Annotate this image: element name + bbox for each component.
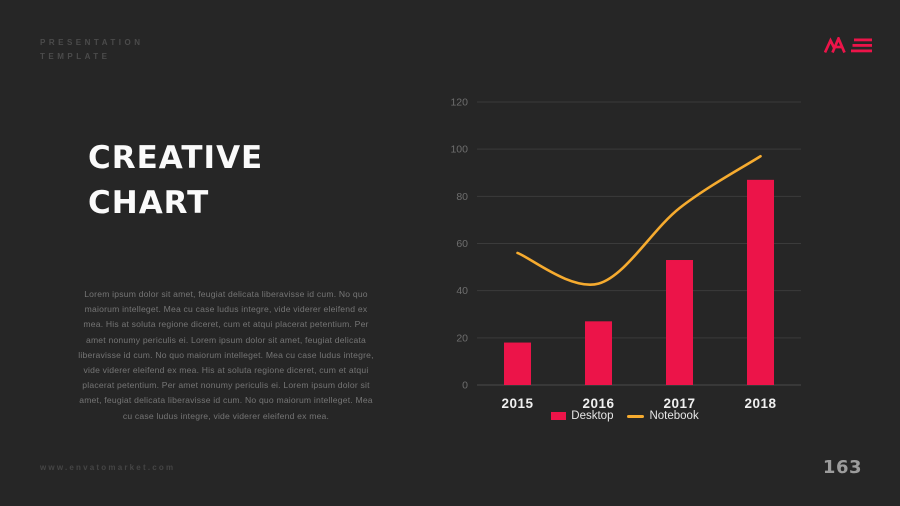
y-tick-label: 80 (456, 191, 468, 203)
x-label-2015: 2015 (501, 396, 533, 411)
legend-swatch-notebook (627, 414, 645, 418)
title-line-2: CHART (88, 185, 210, 221)
chart-legend: Desktop Notebook (435, 410, 815, 422)
me-logo-icon (824, 37, 872, 54)
body-text: Lorem ipsum dolor sit amet, feugiat deli… (78, 289, 374, 421)
bar-2017 (666, 260, 693, 385)
legend-label: Desktop (571, 410, 614, 422)
legend-swatch-desktop (551, 412, 567, 420)
y-tick-label: 120 (450, 97, 468, 109)
eyebrow-line-2: TEMPLATE (40, 52, 111, 61)
eyebrow-text: PRESENTATION TEMPLATE (40, 36, 143, 64)
y-tick-label: 60 (456, 238, 468, 250)
title-line-1: CREATIVE (88, 140, 264, 176)
bar-2018 (747, 179, 774, 385)
bar-2016 (585, 321, 612, 385)
combo-chart: 0 20 40 60 80 100 120 2015 2016 2017 2018 Desktop N… (435, 80, 815, 430)
x-label-2018: 2018 (744, 396, 776, 411)
y-tick-label: 20 (456, 332, 468, 344)
x-label-2016: 2016 (582, 396, 614, 411)
eyebrow-line-1: PRESENTATION (40, 38, 144, 47)
x-label-2017: 2017 (663, 396, 695, 411)
bar-2015 (504, 342, 531, 385)
legend-item-notebook: Notebook (627, 410, 699, 422)
page-title: CREATIVE CHART (88, 136, 263, 226)
legend-item-desktop: Desktop (551, 410, 613, 422)
y-tick-label: 40 (456, 285, 468, 297)
notebook-line (516, 154, 762, 286)
legend-label: Notebook (649, 410, 699, 422)
y-tick-label: 100 (450, 144, 468, 156)
footer-url: www.envatomarket.com (40, 463, 176, 472)
page-number: 163 (822, 457, 862, 478)
chart-canvas: 0 20 40 60 80 100 120 2015 2016 2017 2018 (450, 97, 801, 411)
y-tick-label: 0 (462, 380, 468, 392)
